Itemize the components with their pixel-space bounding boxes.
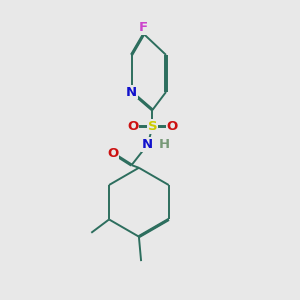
- Text: H: H: [159, 138, 170, 151]
- Text: F: F: [139, 21, 148, 34]
- Text: N: N: [126, 85, 137, 98]
- Text: O: O: [107, 147, 118, 160]
- Text: O: O: [127, 120, 138, 133]
- Text: N: N: [142, 138, 153, 151]
- Text: O: O: [167, 120, 178, 133]
- Text: S: S: [148, 120, 157, 133]
